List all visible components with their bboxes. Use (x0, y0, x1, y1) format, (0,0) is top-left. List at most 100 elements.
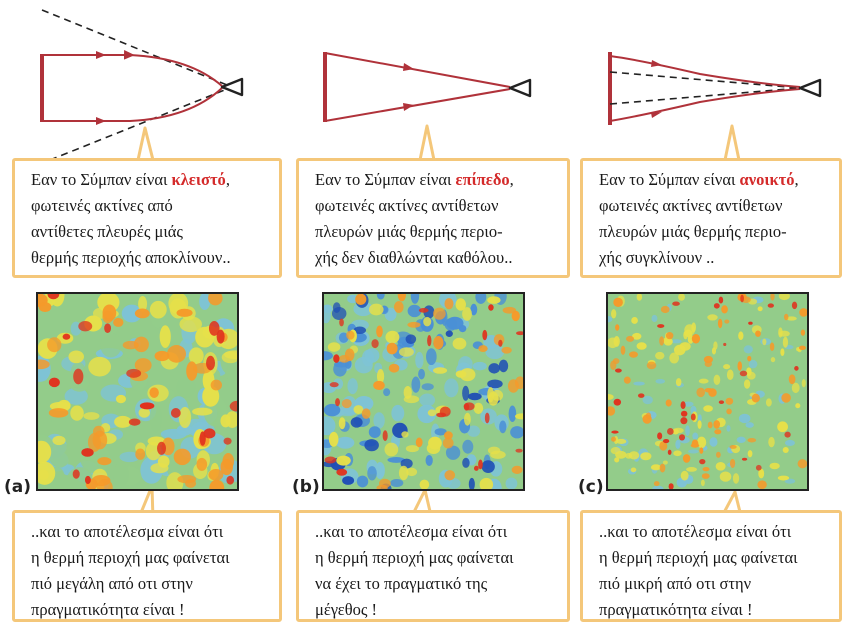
map-spot (179, 407, 191, 428)
highlight-word: επίπεδο (456, 170, 510, 189)
map-spot (768, 303, 774, 307)
highlight-word: κλειστό (172, 170, 226, 189)
map-spot (419, 394, 435, 407)
cmb-map-open (606, 292, 809, 491)
cmb-map-closed (36, 292, 239, 491)
map-spot (444, 378, 458, 397)
map-spot (629, 351, 638, 357)
map-spot (673, 428, 684, 433)
map-spot (659, 336, 664, 345)
map-spot (49, 378, 60, 387)
map-spot (487, 379, 502, 388)
map-spot (339, 417, 346, 429)
result-line: η θερμή περιοχή μας φαίνεται (599, 545, 829, 571)
map-spot (652, 315, 658, 322)
map-spot (390, 479, 403, 487)
map-spot (419, 308, 429, 313)
map-spot (771, 357, 776, 362)
map-spot (443, 438, 454, 449)
map-spot (376, 325, 383, 337)
map-spot (679, 434, 685, 440)
open-universe-caption: Εαν το Σύμπαν είναι ανοικτό, φωτεινές ακ… (580, 158, 842, 278)
map-spot (633, 382, 645, 386)
map-spot (171, 408, 181, 418)
map-spot (777, 421, 788, 432)
result-line: μέγεθος ! (315, 597, 557, 623)
map-spot (733, 473, 739, 484)
map-spot (220, 414, 230, 427)
map-spot (104, 323, 111, 333)
open-universe-diagram (610, 52, 820, 125)
map-spot (399, 347, 414, 356)
map-spot (415, 352, 423, 368)
map-spot (726, 425, 730, 432)
map-spot (515, 449, 522, 453)
map-spot (657, 432, 662, 439)
map-spot (411, 377, 420, 393)
result-line: ..και το αποτέλεσμα είναι ότι (315, 519, 557, 545)
result-line: ..και το αποτέλεσμα είναι ότι (31, 519, 269, 545)
arrow-lower (403, 103, 414, 111)
map-spot (768, 437, 774, 447)
map-spot (745, 422, 753, 428)
map-spot (669, 353, 679, 364)
map-spot (740, 371, 747, 377)
map-spot (640, 452, 651, 460)
map-spot (716, 452, 721, 458)
result-line: πιό μικρή από οτι στην (599, 571, 829, 597)
map-spot (637, 342, 647, 349)
caption-line: φωτεινές ακτίνες αντίθετων (315, 193, 557, 219)
map-spot (785, 440, 795, 446)
map-spot (629, 451, 640, 459)
map-spot (696, 388, 705, 397)
light-ray-lower (42, 88, 222, 121)
result-line: πραγματικότητα είναι ! (31, 597, 269, 623)
map-spot (347, 378, 357, 394)
map-spot (485, 413, 490, 424)
arrow-upper (96, 51, 106, 59)
map-spot (379, 479, 391, 488)
map-spot (509, 406, 517, 422)
map-spot (446, 330, 453, 337)
map-spot (482, 460, 495, 473)
map-spot (730, 459, 735, 468)
map-spot (88, 357, 111, 377)
map-spot (794, 366, 799, 371)
map-spot (135, 449, 145, 460)
map-spot (719, 400, 724, 404)
map-spot (613, 298, 623, 307)
map-spot (702, 473, 710, 479)
map-spot (685, 425, 690, 436)
map-spot (406, 334, 417, 344)
map-spot (714, 375, 721, 385)
map-spot (512, 466, 523, 474)
map-spot (149, 387, 158, 398)
map-spot (783, 337, 788, 348)
map-spot (456, 298, 466, 310)
map-spot (703, 467, 710, 471)
map-spot (707, 314, 717, 320)
map-spot (611, 437, 616, 442)
map-spot (783, 447, 789, 453)
map-spot (339, 355, 350, 363)
map-spot (729, 445, 736, 449)
map-spot (784, 314, 789, 320)
map-spot (686, 467, 697, 472)
map-spot (615, 368, 622, 372)
map-spot (433, 367, 447, 373)
map-spot (478, 460, 483, 470)
map-spot (177, 309, 193, 317)
map-spot (681, 471, 689, 481)
map-spot (474, 403, 484, 414)
map-spot (666, 399, 672, 406)
map-spot (498, 340, 502, 347)
map-spot (203, 428, 215, 438)
map-spot (209, 321, 220, 336)
map-spot (355, 294, 366, 305)
map-spot (719, 297, 724, 304)
map-spot (342, 476, 354, 485)
map-spot (375, 462, 385, 479)
map-spot (713, 420, 720, 429)
map-spot (103, 304, 117, 321)
map-spot (462, 458, 469, 468)
